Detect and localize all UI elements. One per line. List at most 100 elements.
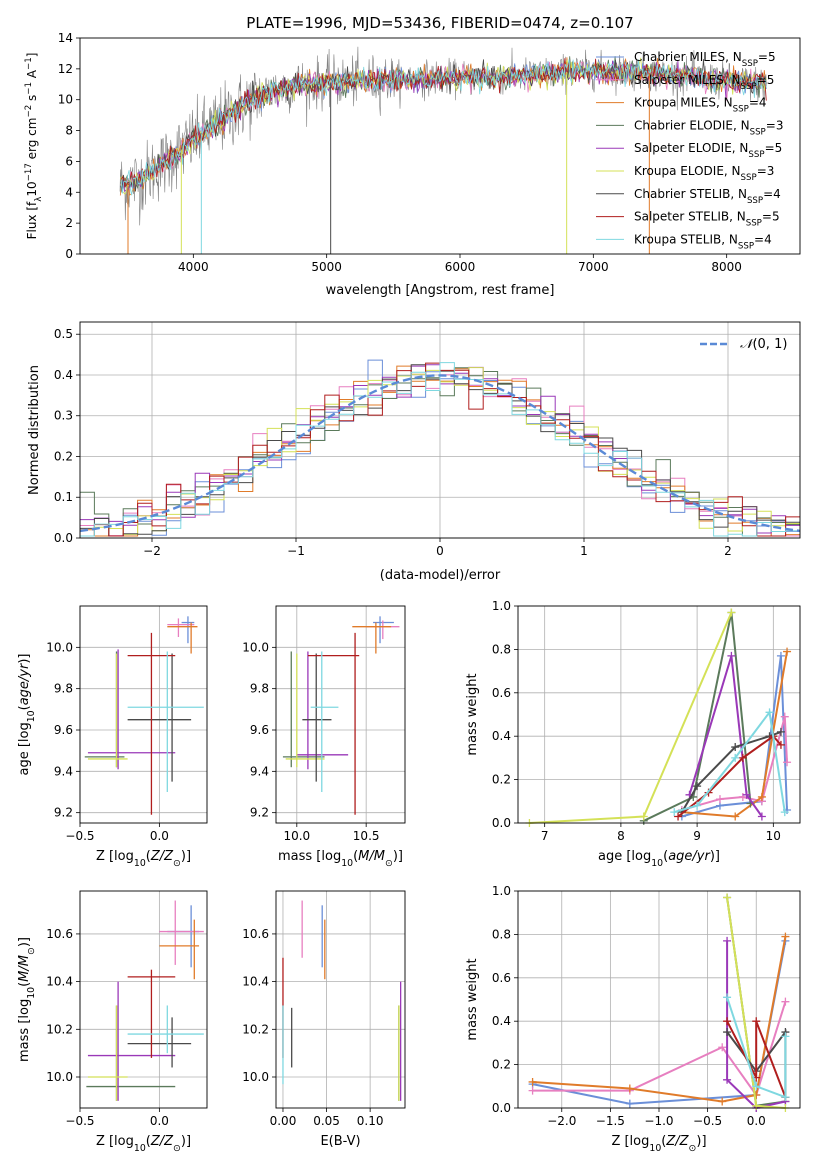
age_vs_Z-ytick-label: 9.4	[54, 764, 73, 778]
age_vs_mass-xlabel: mass [log10(M/M⊙)]	[278, 849, 403, 869]
mass-weight-marker	[731, 753, 740, 762]
mass-weight-marker	[780, 712, 789, 721]
spectrum-ytick-label: 6	[65, 154, 73, 168]
mass_vs_EBV-ytick-label: 10.4	[242, 975, 269, 989]
residuals-xtick-label: 1	[580, 544, 588, 558]
residuals-ytick-label: 0.5	[54, 327, 73, 341]
mass_vs_Z-xlabel: Z [log10(Z/Z⊙)]	[96, 1134, 191, 1154]
spectrum-xtick-label: 4000	[178, 260, 209, 274]
mass-weight-marker	[781, 997, 790, 1006]
mass_weight_vs_age-xtick-label: 10	[766, 829, 781, 843]
age_vs_Z-ytick-label: 10.0	[46, 640, 73, 654]
mass_vs_EBV-xtick-label: 0.00	[270, 1114, 297, 1128]
mass_weight_vs_Z-xtick-label: −0.5	[693, 1114, 722, 1128]
age_vs_mass-xtick-label: 10.5	[353, 829, 380, 843]
mass-weight-marker	[718, 1043, 727, 1052]
mass_weight_vs_Z-ytick-label: 1.0	[492, 884, 511, 898]
mass_weight_vs_age-xtick-label: 9	[693, 829, 701, 843]
mass_vs_EBV-ytick-label: 10.0	[242, 1070, 269, 1084]
spectrum-ytick-label: 14	[58, 31, 73, 45]
age_vs_mass-xtick-label: 10.0	[283, 829, 310, 843]
spectrum-xlabel: wavelength [Angstrom, rest frame]	[326, 283, 555, 298]
mass_weight_vs_Z-ytick-label: 0.0	[492, 1101, 511, 1115]
mass-weight-marker	[727, 608, 736, 617]
mass_weight_vs_age-ytick-label: 0.8	[492, 642, 511, 656]
mass_vs_EBV-ytick-label: 10.6	[242, 927, 269, 941]
residuals-ytick-label: 0.4	[54, 368, 73, 382]
mass-weight-marker	[731, 812, 740, 821]
legend-label: Kroupa ELODIE, NSSP=3	[634, 164, 774, 183]
mass-weight-marker	[670, 808, 679, 817]
spectrum-model-line	[120, 59, 767, 196]
mass-weight-marker	[727, 651, 736, 660]
legend-label: Chabrier MILES, NSSP=5	[634, 50, 776, 69]
age_vs_Z-ylabel: age [log10(age/yr)]	[17, 653, 37, 775]
residuals-xtick-label: −1	[287, 544, 305, 558]
legend-label: Kroupa MILES, NSSP=4	[634, 96, 767, 115]
legend-label: Chabrier ELODIE, NSSP=3	[634, 118, 783, 137]
mass_weight_vs_age-ylabel: mass weight	[465, 673, 480, 755]
mass_vs_EBV-ytick-label: 10.2	[242, 1022, 269, 1036]
spectrum-ytick-label: 12	[58, 62, 73, 76]
mass_weight_vs_age-xlabel: age [log10(age/yr)]	[598, 849, 720, 869]
legend-label: Chabrier STELIB, NSSP=4	[634, 187, 781, 206]
mass_vs_EBV-xtick-label: 0.10	[357, 1114, 384, 1128]
spectrum-xtick-label: 5000	[311, 260, 342, 274]
mass-weight-marker	[781, 1093, 790, 1102]
age_vs_Z-xlabel: Z [log10(Z/Z⊙)]	[96, 849, 191, 869]
mass_weight_vs_Z-xtick-label: −1.5	[596, 1114, 625, 1128]
mass-weight-marker	[625, 1084, 634, 1093]
mass-weight-marker	[742, 790, 751, 799]
mass-weight-marker	[776, 651, 785, 660]
residual-histogram	[80, 362, 800, 538]
residuals-xlabel: (data-model)/error	[380, 568, 501, 583]
spectrum-xtick-label: 6000	[445, 260, 476, 274]
spectrum-ytick-label: 8	[65, 124, 73, 138]
legend-label: Salpeter MILES, NSSP=5	[634, 73, 774, 92]
mass_vs_Z-xtick-label: 0.0	[150, 1114, 169, 1128]
mass_vs_Z-ytick-label: 10.4	[46, 975, 73, 989]
residuals-xtick-label: −2	[143, 544, 161, 558]
mass_vs_EBV-xlabel: E(B-V)	[320, 1134, 360, 1149]
mass-weight-marker	[781, 932, 790, 941]
mass-weight-marker	[752, 1082, 761, 1091]
mass_weight_vs_age-xtick-label: 8	[617, 829, 625, 843]
age_vs_mass-frame	[275, 605, 406, 824]
age_vs_mass-ytick-label: 9.8	[250, 682, 269, 696]
spectrum-ytick-label: 4	[65, 185, 73, 199]
mass_weight_vs_age-ytick-label: 1.0	[492, 599, 511, 613]
mass-weight-line	[726, 996, 787, 1099]
spectrum-xtick-label: 8000	[711, 260, 742, 274]
mass-weight-marker	[776, 727, 785, 736]
mass_vs_EBV-xtick-label: 0.05	[313, 1114, 340, 1128]
spectrum-frame	[79, 37, 801, 255]
mass-weight-marker	[715, 795, 724, 804]
mass-weight-marker	[783, 647, 792, 656]
residuals-xtick-label: 2	[724, 544, 732, 558]
age_vs_Z-xtick-label: −0.5	[65, 829, 94, 843]
mass_weight_vs_Z-frame	[517, 890, 801, 1109]
mass_weight_vs_age-ytick-label: 0.0	[492, 816, 511, 830]
mass-weight-marker	[757, 792, 766, 801]
mass-weight-line	[726, 940, 786, 1110]
mass_weight_vs_Z-xtick-label: −2.0	[547, 1114, 576, 1128]
mass-weight-marker	[752, 1101, 761, 1110]
age_vs_mass-ytick-label: 9.4	[250, 764, 269, 778]
residuals-ytick-label: 0.1	[54, 490, 73, 504]
mass-weight-marker	[783, 758, 792, 767]
gaussian-reference-line	[80, 374, 800, 533]
mass_vs_Z-ytick-label: 10.2	[46, 1022, 73, 1036]
mass-weight-marker	[723, 936, 732, 945]
residuals-frame	[79, 321, 801, 539]
residuals-xtick-label: 0	[436, 544, 444, 558]
age_vs_mass-ytick-label: 10.0	[242, 640, 269, 654]
mass-weight-marker	[718, 1097, 727, 1106]
residuals-ylabel: Normed distribution	[27, 365, 42, 495]
mass-weight-marker	[723, 993, 732, 1002]
mass-weight-marker	[674, 812, 683, 821]
mass-weight-marker	[781, 1032, 790, 1041]
mass-weight-marker	[757, 812, 766, 821]
mass-weight-marker	[528, 1086, 537, 1095]
mass_weight_vs_age-frame	[517, 605, 801, 824]
